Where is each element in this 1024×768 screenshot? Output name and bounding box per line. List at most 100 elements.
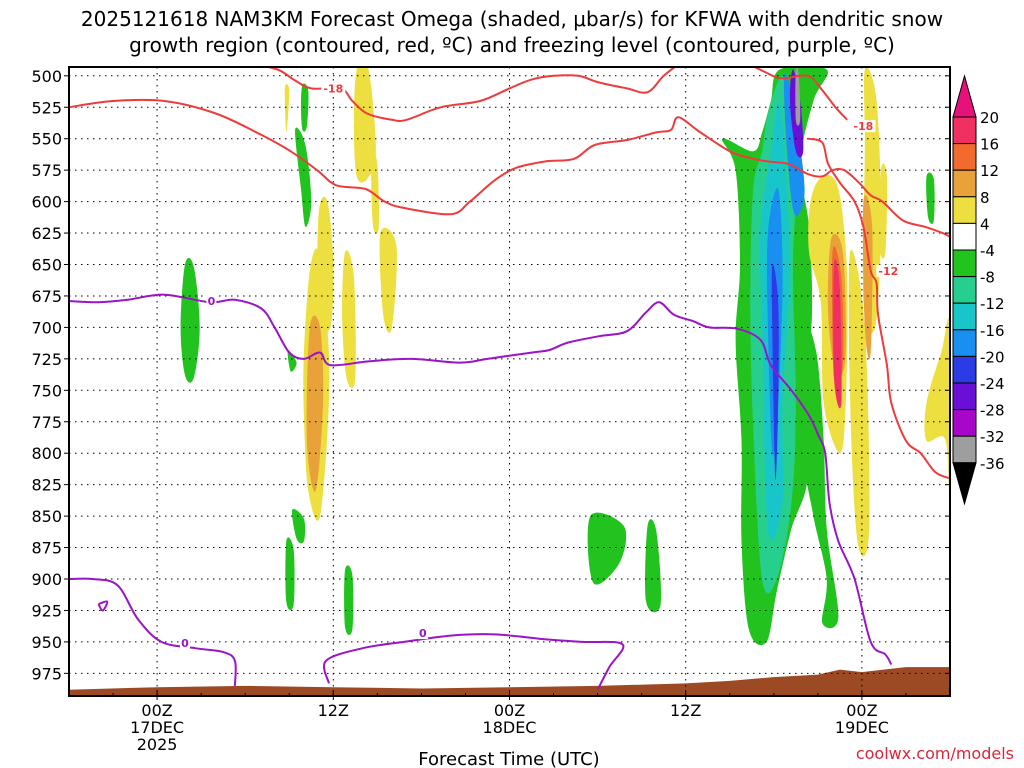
omega-region-31 [879,163,888,259]
dgz-contour-line-1 [69,98,950,238]
y-tick-label: 850 [31,507,62,526]
dgz-contour-line-3 [807,137,950,480]
omega-region-29 [848,249,870,557]
omega-region-23 [342,250,356,389]
colorbar-bin [952,355,977,384]
y-tick-label: 675 [31,287,62,306]
dgz-contour-label: -12 [878,265,898,278]
x-tick-label: 00Z [494,701,525,720]
y-tick-label: 600 [31,193,62,212]
colorbar-label: 12 [980,162,999,180]
colorbar-label: -32 [980,428,1005,446]
omega-region-36 [833,258,842,409]
colorbar-label: 4 [980,215,990,233]
omega-region-2 [301,83,309,132]
freezing-level-label: 0 [208,295,216,308]
x-tick-label: 00Z [141,701,172,720]
dgz-contour-line-0 [263,67,677,123]
colorbar-label: -28 [980,402,1005,420]
x-tick-label: 2025 [137,735,178,754]
y-tick-label: 525 [31,98,62,117]
colorbar-bin [952,276,977,304]
chart-title-line1: 2025121618 NAM3KM Forecast Omega (shaded… [81,7,943,31]
omega-region-0 [180,257,200,383]
omega-region-16 [783,73,805,216]
x-tick-label: 17DEC [130,718,184,737]
colorbar-label: -12 [980,295,1005,313]
colorbar-label: 16 [980,136,999,154]
y-tick-label: 700 [31,318,62,337]
y-tick-label: 575 [31,161,62,180]
x-axis-label: Forecast Time (UTC) [418,749,599,768]
dgz-contour-label-bg [851,120,876,133]
colorbar-label: -4 [980,242,995,260]
colorbar-bin [952,116,977,145]
terrain-shape [69,667,950,696]
y-tick-label: 900 [31,570,62,589]
omega-region-5 [285,537,295,611]
dgz-contour-label: -18 [853,120,873,133]
omega-region-4 [291,508,306,544]
freezing-level-line-0 [69,293,893,666]
colorbar-bin [952,329,977,357]
colorbar-top-triangle [952,74,977,118]
freezing-level-line-2 [97,600,109,612]
colorbar-bin [952,302,977,331]
omega-region-27 [284,84,290,133]
freezing-level-label: 0 [181,637,189,650]
colorbar-bin [952,435,977,464]
y-tick-label: 750 [31,381,62,400]
y-tick-label: 800 [31,444,62,463]
chart-title-line2: growth region (contoured, red, ºC) and f… [129,33,895,57]
x-tick-label: 12Z [670,701,701,720]
dgz-contour-line-2 [752,67,848,121]
x-tick-label: 19DEC [835,718,889,737]
colorbar-label: -36 [980,455,1005,473]
y-tick-label: 625 [31,224,62,243]
y-axis: 500 525 550 575 600 625 650 675 700 725 750 775 800 8… [31,67,950,683]
omega-region-21 [306,315,324,492]
y-tick-label: 725 [31,350,62,369]
colorbar-bin [952,382,977,411]
y-tick-label: 650 [31,256,62,275]
colorbar-label: 8 [980,189,990,207]
colorbar-label: 20 [980,109,999,127]
x-tick-label: 00Z [846,701,877,720]
freezing-level-label: 0 [419,627,427,640]
omega-region-22 [317,196,334,333]
colorbar-bin [952,409,977,437]
y-tick-label: 825 [31,476,62,495]
colorbar-bin [952,249,977,278]
omega-region-19 [795,67,801,126]
y-tick-label: 950 [31,633,62,652]
freezing-level-line-3 [322,633,625,691]
freezing-level-line-1 [69,577,237,686]
dgz-red-contours [69,67,950,480]
colorbar-label: -16 [980,322,1005,340]
freezing-level-label-bg [417,627,428,640]
y-tick-label: 875 [31,539,62,558]
x-tick-label: 12Z [318,701,349,720]
dgz-contour-label-bg [321,82,346,95]
y-tick-label: 500 [31,67,62,86]
colorbar-label: -8 [980,269,995,287]
dgz-contour-label-bg [876,264,901,277]
colorbar-bottom-triangle [952,462,977,506]
colorbar-label: -20 [980,348,1005,366]
freezing-level-label-bg [179,637,190,650]
y-tick-label: 925 [31,601,62,620]
freezing-level-label-bg [206,294,217,307]
y-tick-label: 775 [31,413,62,432]
colorbar-label: -24 [980,375,1005,393]
omega-region-10 [926,172,935,224]
contour-labels: -18 -18 -12 0 0 0 [179,82,901,650]
omega-region-12 [800,322,839,629]
y-tick-label: 975 [31,664,62,683]
dgz-contour-label: -18 [323,82,343,95]
colorbar-bin [952,196,977,224]
colorbar: 20 16 12 8 4 -4 -8 -12 -16 -20 -24 -28 -32 -36 [952,74,1005,506]
freezing-level-purple-contours [69,293,893,691]
colorbar-bin [952,143,977,171]
